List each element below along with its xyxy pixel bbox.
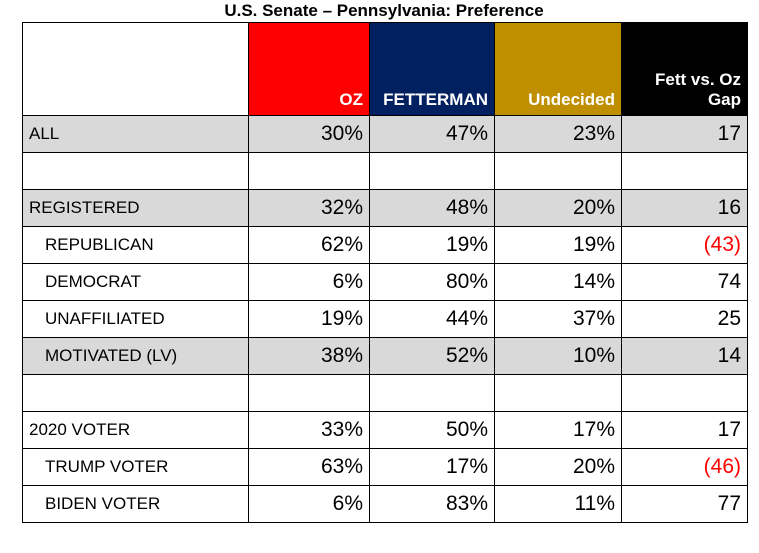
value-cell: 11% [494, 485, 622, 523]
value-cell: 6% [248, 263, 370, 301]
row-label: BIDEN VOTER [22, 485, 249, 523]
value-cell: 17% [494, 411, 622, 449]
value-cell: 19% [494, 226, 622, 264]
value-cell: 23% [494, 115, 622, 153]
table-row: REPUBLICAN 62% 19% 19% (43) [22, 226, 748, 264]
table-row: BIDEN VOTER 6% 83% 11% 77 [22, 485, 748, 523]
value-cell: 6% [248, 485, 370, 523]
value-cell: 44% [369, 300, 495, 338]
value-cell: 17% [369, 448, 495, 486]
poll-table: OZ FETTERMAN Undecided Fett vs. Oz Gap ALL 30%… [22, 22, 748, 523]
table-row: UNAFFILIATED 19% 44% 37% 25 [22, 300, 748, 338]
value-cell [494, 152, 622, 190]
table-row: TRUMP VOTER 63% 17% 20% (46) [22, 448, 748, 486]
row-label: ALL [22, 115, 249, 153]
value-cell [369, 152, 495, 190]
gap-cell: (43) [621, 226, 748, 264]
gap-cell: 16 [621, 189, 748, 227]
column-header: Fett vs. Oz Gap [621, 22, 748, 116]
gap-cell: 77 [621, 485, 748, 523]
value-cell: 20% [494, 448, 622, 486]
value-cell: 62% [248, 226, 370, 264]
value-cell [248, 374, 370, 412]
value-cell: 14% [494, 263, 622, 301]
value-cell: 50% [369, 411, 495, 449]
value-cell: 48% [369, 189, 495, 227]
value-cell: 63% [248, 448, 370, 486]
table-row [22, 152, 748, 190]
value-cell: 83% [369, 485, 495, 523]
gap-cell: 17 [621, 411, 748, 449]
gap-cell: 74 [621, 263, 748, 301]
table-row: REGISTERED 32% 48% 20% 16 [22, 189, 748, 227]
value-cell: 19% [369, 226, 495, 264]
row-label: TRUMP VOTER [22, 448, 249, 486]
gap-cell: 25 [621, 300, 748, 338]
chart-title: U.S. Senate – Pennsylvania: Preference [224, 1, 544, 20]
value-cell: 38% [248, 337, 370, 375]
gap-cell: (46) [621, 448, 748, 486]
row-label: 2020 VOTER [22, 411, 249, 449]
value-cell [248, 152, 370, 190]
value-cell: 20% [494, 189, 622, 227]
row-label [22, 374, 249, 412]
column-header: Undecided [494, 22, 622, 116]
row-label: MOTIVATED (LV) [22, 337, 249, 375]
value-cell: 47% [369, 115, 495, 153]
row-label [22, 152, 249, 190]
row-label: DEMOCRAT [22, 263, 249, 301]
gap-cell: 17 [621, 115, 748, 153]
table-row: DEMOCRAT 6% 80% 14% 74 [22, 263, 748, 301]
row-label: REGISTERED [22, 189, 249, 227]
value-cell: 33% [248, 411, 370, 449]
gap-cell [621, 374, 748, 412]
table-row: ALL 30% 47% 23% 17 [22, 115, 748, 153]
table-row [22, 374, 748, 412]
column-header: FETTERMAN [369, 22, 495, 116]
header-corner [22, 22, 249, 116]
value-cell: 52% [369, 337, 495, 375]
column-header: OZ [248, 22, 370, 116]
value-cell: 37% [494, 300, 622, 338]
value-cell: 32% [248, 189, 370, 227]
value-cell [494, 374, 622, 412]
value-cell: 30% [248, 115, 370, 153]
value-cell: 10% [494, 337, 622, 375]
header-row: OZ FETTERMAN Undecided Fett vs. Oz Gap [22, 22, 748, 116]
table-row: MOTIVATED (LV) 38% 52% 10% 14 [22, 337, 748, 375]
table-row: 2020 VOTER 33% 50% 17% 17 [22, 411, 748, 449]
row-label: UNAFFILIATED [22, 300, 249, 338]
value-cell: 19% [248, 300, 370, 338]
gap-cell: 14 [621, 337, 748, 375]
value-cell: 80% [369, 263, 495, 301]
row-label: REPUBLICAN [22, 226, 249, 264]
value-cell [369, 374, 495, 412]
gap-cell [621, 152, 748, 190]
